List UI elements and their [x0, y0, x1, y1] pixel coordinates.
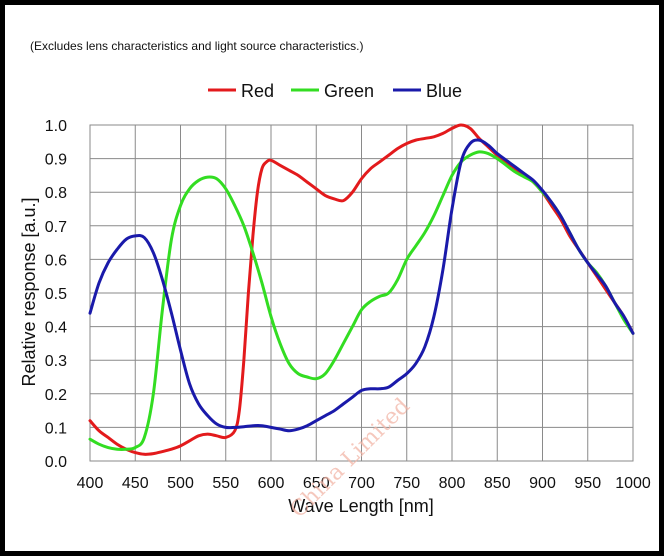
x-tick-label: 500 — [167, 475, 194, 492]
x-tick-label: 850 — [484, 475, 511, 492]
grid — [89, 124, 634, 462]
y-tick-label: 0.8 — [45, 185, 67, 202]
y-tick-label: 0.2 — [45, 387, 67, 404]
x-tick-label: 950 — [574, 475, 601, 492]
x-axis-ticks: 400 450 500 550 600 650 700 750 800 850 900 950 1000 — [77, 475, 651, 492]
x-tick-label: 900 — [529, 475, 556, 492]
y-tick-label: 0.5 — [45, 286, 67, 303]
x-tick-label: 450 — [122, 475, 149, 492]
y-tick-label: 0.7 — [45, 219, 67, 236]
legend: Red Green Blue — [208, 81, 462, 101]
y-tick-label: 0.3 — [45, 353, 67, 370]
x-tick-label: 1000 — [615, 475, 651, 492]
x-axis-label: Wave Length [nm] — [288, 496, 433, 516]
chart-note: (Excludes lens characteristics and light… — [30, 39, 363, 53]
legend-label-red: Red — [241, 81, 274, 101]
y-tick-label: 0.0 — [45, 454, 67, 471]
x-tick-label: 400 — [77, 475, 104, 492]
y-axis-ticks: 0.0 0.1 0.2 0.3 0.4 0.5 0.6 0.7 0.8 0.9 1.0 — [45, 118, 67, 471]
legend-label-green: Green — [324, 81, 374, 101]
y-tick-label: 0.4 — [45, 320, 67, 337]
y-tick-label: 0.9 — [45, 152, 67, 169]
series-line-blue — [88, 138, 635, 433]
legend-label-blue: Blue — [426, 81, 462, 101]
y-axis-label: Relative response [a.u.] — [19, 197, 39, 386]
x-tick-label: 650 — [303, 475, 330, 492]
series-layer — [88, 123, 635, 456]
x-tick-label: 550 — [212, 475, 239, 492]
y-tick-label: 1.0 — [45, 118, 67, 135]
x-tick-label: 600 — [258, 475, 285, 492]
y-tick-label: 0.1 — [45, 420, 67, 437]
x-tick-label: 750 — [393, 475, 420, 492]
x-tick-label: 700 — [348, 475, 375, 492]
x-tick-label: 800 — [439, 475, 466, 492]
y-tick-label: 0.6 — [45, 252, 67, 269]
